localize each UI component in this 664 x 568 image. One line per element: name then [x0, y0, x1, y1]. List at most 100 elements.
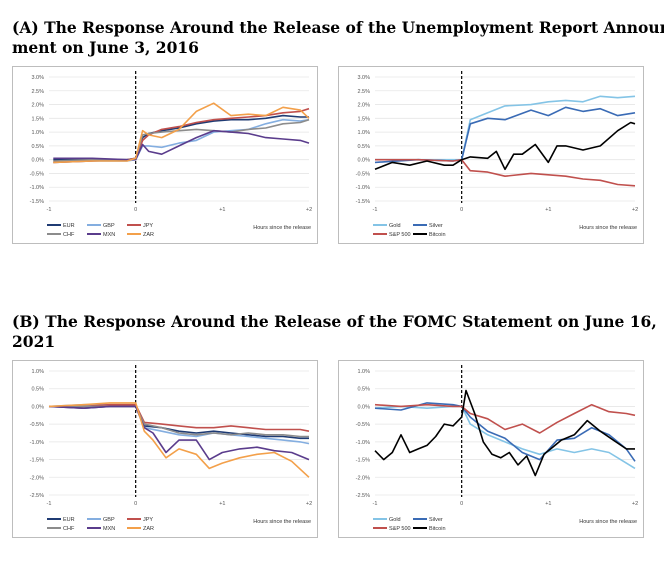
y-tick-label: 1.0% — [357, 130, 370, 136]
y-tick-label: -2.5% — [356, 493, 370, 499]
series-line-mxn — [53, 129, 310, 161]
x-tick-label: 0 — [460, 501, 463, 507]
y-tick-label: 2.0% — [357, 103, 370, 109]
legend-label-sandp-500: S&P 500 — [389, 526, 411, 532]
y-tick-label: 3.0% — [357, 75, 370, 81]
y-tick-label: 0.5% — [31, 387, 44, 393]
y-tick-label: -1.5% — [356, 199, 370, 205]
chart-b-assets-panel: 1.0% 0.5% 0.0% -0.5% -1.0% -1.5% -2.0% -2.5% -1 0… — [338, 360, 644, 538]
chart-b-fx: 1.0% 0.5% 0.0% -0.5% -1.0% -1.5% -2.0% -2.5%-1 0… — [30, 365, 312, 532]
legend-label-jpy: JPY — [143, 517, 153, 523]
legend-label-gold: Gold — [389, 223, 401, 229]
y-tick-label: 3.0% — [31, 75, 44, 81]
legend-label-mxn: MXN — [103, 232, 115, 238]
legend-label-eur: EUR — [63, 223, 75, 229]
legend-label-gold: Gold — [389, 517, 401, 523]
y-tick-label: -2.5% — [30, 493, 44, 499]
heading-a-line2: ment on June 3, 2016 — [12, 38, 199, 57]
x-tick-label: +1 — [545, 207, 551, 213]
y-tick-label: -0.5% — [30, 422, 44, 428]
series-line-silver — [374, 402, 636, 462]
legend-label-eur: EUR — [63, 517, 75, 523]
y-tick-label: 0.0% — [31, 158, 44, 164]
x-tick-label: +1 — [219, 207, 225, 213]
legend-label-mxn: MXN — [103, 526, 115, 532]
x-tick-label: -1 — [373, 501, 378, 507]
x-tick-label: +2 — [632, 501, 638, 507]
y-tick-label: -1.0% — [356, 185, 370, 191]
y-tick-label: 0.5% — [357, 387, 370, 393]
y-tick-label: 1.5% — [357, 116, 370, 122]
y-tick-label: -1.5% — [30, 458, 44, 464]
series-line-sandp-500 — [375, 158, 636, 187]
series-line-zar — [53, 102, 310, 164]
x-axis-label: Hours since the release — [579, 519, 637, 525]
x-tick-label: +2 — [306, 207, 312, 213]
y-tick-label: 0.5% — [31, 144, 44, 150]
legend-label-sandp-500: S&P 500 — [389, 232, 411, 238]
heading-b-line2: 2021 — [12, 332, 56, 351]
y-tick-label: 1.5% — [31, 116, 44, 122]
series-line-gold — [375, 95, 636, 161]
legend-label-zar: ZAR — [143, 526, 154, 532]
chart-a-assets: 3.0% 2.5% 2.0% 1.5% 1.0% 0.5% 0.0% -0.5% -1.0% -1… — [356, 71, 638, 238]
heading-a: (A) The Response Around the Release of t… — [12, 18, 664, 58]
legend-label-chf: CHF — [63, 526, 75, 532]
y-tick-label: -2.0% — [356, 475, 370, 481]
heading-b-line1: (B) The Response Around the Release of t… — [12, 312, 657, 331]
y-tick-label: -1.5% — [30, 199, 44, 205]
heading-b: (B) The Response Around the Release of t… — [12, 312, 657, 352]
series-line-bitcoin — [374, 121, 636, 171]
x-axis-label: Hours since the release — [253, 519, 311, 525]
x-axis-label: Hours since the release — [579, 225, 637, 231]
legend-label-silver: Silver — [429, 517, 443, 523]
x-tick-label: 0 — [134, 207, 137, 213]
x-axis-label: Hours since the release — [253, 225, 311, 231]
series-line-mxn — [48, 405, 310, 461]
y-tick-label: 0.5% — [357, 144, 370, 150]
series-line-sandp-500 — [374, 403, 636, 434]
y-tick-label: 1.0% — [31, 130, 44, 136]
y-tick-label: -1.5% — [356, 458, 370, 464]
series-line-jpy — [49, 403, 310, 432]
y-tick-label: 0.0% — [31, 404, 44, 410]
y-tick-label: -0.5% — [30, 171, 44, 177]
y-tick-label: -0.5% — [356, 422, 370, 428]
legend-label-silver: Silver — [429, 223, 443, 229]
x-tick-label: +2 — [306, 501, 312, 507]
x-tick-label: -1 — [47, 207, 52, 213]
chart-b-assets: 1.0% 0.5% 0.0% -0.5% -1.0% -1.5% -2.0% -2.5%-1 0… — [356, 365, 638, 532]
chart-a-assets-panel: 3.0% 2.5% 2.0% 1.5% 1.0% 0.5% 0.0% -0.5% -1.0% -1… — [338, 66, 644, 244]
series-line-bitcoin — [374, 389, 635, 477]
x-tick-label: +2 — [632, 207, 638, 213]
x-tick-label: 0 — [460, 207, 463, 213]
x-tick-label: -1 — [47, 501, 52, 507]
legend-label-gbp: GBP — [103, 223, 115, 229]
legend-label-zar: ZAR — [143, 232, 154, 238]
legend-label-jpy: JPY — [143, 223, 153, 229]
series-line-gold — [374, 405, 636, 470]
legend-label-chf: CHF — [63, 232, 75, 238]
y-tick-label: -1.0% — [30, 185, 44, 191]
y-tick-label: 2.0% — [31, 103, 44, 109]
y-tick-label: 2.5% — [31, 89, 44, 95]
y-tick-label: 0.0% — [357, 158, 370, 164]
chart-a-fx: 3.0% 2.5% 2.0% 1.5% 1.0% 0.5% 0.0% -0.5% -1.0% -1… — [30, 71, 312, 238]
y-tick-label: -0.5% — [356, 171, 370, 177]
y-tick-label: -1.0% — [30, 440, 44, 446]
y-tick-label: 2.5% — [357, 89, 370, 95]
x-tick-label: 0 — [134, 501, 137, 507]
chart-a-fx-panel: 3.0% 2.5% 2.0% 1.5% 1.0% 0.5% 0.0% -0.5% -1.0% -1… — [12, 66, 318, 244]
legend-label-bitcoin: Bitcoin — [429, 232, 446, 238]
series-line-zar — [48, 402, 310, 478]
series-line-silver — [374, 106, 636, 164]
y-tick-label: -1.0% — [356, 440, 370, 446]
heading-a-line1: (A) The Response Around the Release of t… — [12, 18, 664, 37]
x-tick-label: +1 — [545, 501, 551, 507]
x-tick-label: -1 — [373, 207, 378, 213]
y-tick-label: 1.0% — [357, 369, 370, 375]
legend-label-bitcoin: Bitcoin — [429, 526, 446, 532]
y-tick-label: 1.0% — [31, 369, 44, 375]
x-tick-label: +1 — [219, 501, 225, 507]
chart-b-fx-panel: 1.0% 0.5% 0.0% -0.5% -1.0% -1.5% -2.0% -2.5% -1 0… — [12, 360, 318, 538]
